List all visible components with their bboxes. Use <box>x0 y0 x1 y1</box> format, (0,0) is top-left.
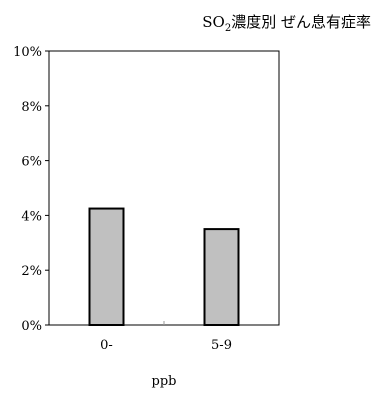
y-tick-label: 10% <box>13 45 42 60</box>
x-tick-label: 5-9 <box>211 338 232 353</box>
bar <box>88 207 125 326</box>
y-tick-label: 2% <box>21 264 42 279</box>
y-tick-label: 4% <box>21 209 42 224</box>
bar <box>203 228 240 327</box>
chart-title-main: SO <box>202 13 225 31</box>
chart-title: SO2濃度別 ぜん息有症率 <box>202 13 371 34</box>
x-tick-label: 0- <box>100 338 113 353</box>
y-tick-label: 0% <box>21 319 42 334</box>
x-axis-label: ppb <box>152 374 177 389</box>
chart-title-rest: 濃度別 ぜん息有症率 <box>231 13 371 31</box>
chart-title-subscript: 2 <box>225 23 231 34</box>
y-tick-label: 8% <box>21 100 42 115</box>
plot-area: 0% 2% 4% 6% 8% 10% 0- 5-9 <box>13 45 280 353</box>
y-tick-label: 6% <box>21 155 42 170</box>
plot-frame <box>48 50 280 326</box>
